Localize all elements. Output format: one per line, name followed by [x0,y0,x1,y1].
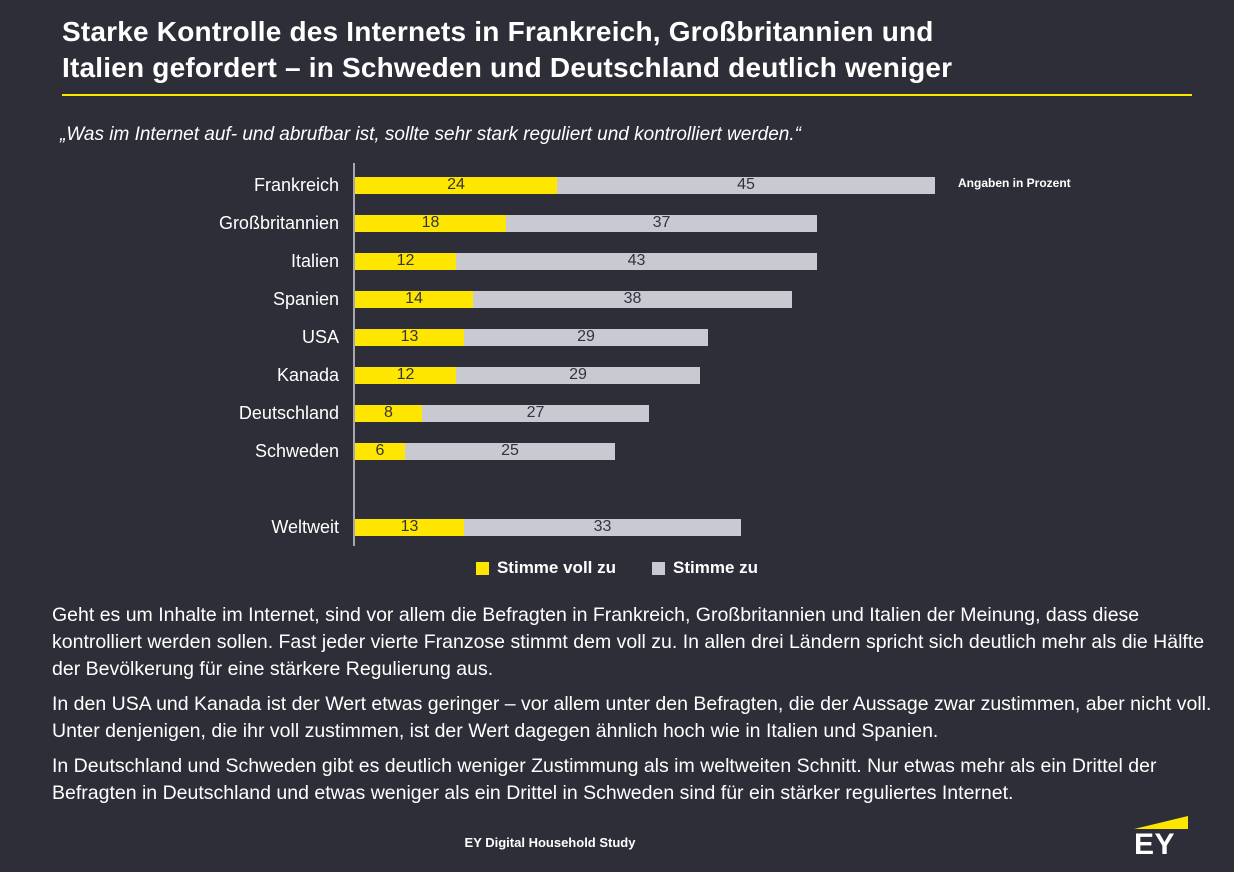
bar-value-label: 45 [737,176,755,194]
chart-row: Frankreich 24 45 [0,166,1234,204]
paragraph-2: In den USA und Kanada ist der Wert etwas… [52,693,1212,742]
page-title: Starke Kontrolle des Internets in Frankr… [62,14,1194,86]
bar-segment: 12 [355,366,456,384]
bar-segment: 29 [456,366,700,384]
slide: Starke Kontrolle des Internets in Frankr… [0,14,1234,872]
legend-item: Stimme zu [652,558,758,578]
bar-group: 18 37 [355,214,817,232]
bar-group: 6 25 [355,442,615,460]
bar-value-label: 37 [652,214,671,232]
bar-value-label: 8 [384,404,393,422]
bar-group: 13 33 [355,518,741,536]
bar-group: 24 45 [355,176,935,194]
paragraph-3: In Deutschland und Schweden gibt es deut… [52,755,1157,804]
bar-group: 8 27 [355,404,649,422]
bar-segment: 8 [355,404,422,422]
bar-value-label: 29 [569,366,587,384]
bar-group: 12 29 [355,366,700,384]
chart-row: Deutschland 8 27 [0,394,1234,432]
study-label: EY Digital Household Study [464,835,636,850]
bar-segment: 24 [355,176,557,194]
chart-row: Spanien 14 38 [0,280,1234,318]
paragraph-1: Geht es um Inhalte im Internet, sind vor… [52,604,1205,680]
chart-row: USA 13 29 [0,318,1234,356]
bar-segment: 12 [355,252,456,270]
chart-category-label: Großbritannien [218,212,339,233]
bar-group: 12 43 [355,252,817,270]
title-line-1: Starke Kontrolle des Internets in Frankr… [62,16,934,47]
bar-segment: 29 [464,328,708,346]
chart-category-label: USA [301,326,339,347]
chart-legend: Stimme voll zu Stimme zu [0,558,1234,578]
bar-value-label: 14 [405,290,423,308]
bar-value-label: 12 [396,366,415,384]
bar-segment: 43 [456,252,817,270]
chart-axis [353,163,355,546]
legend-label: Stimme zu [673,558,759,577]
bar-segment: 13 [355,518,464,536]
bar-segment: 37 [506,214,817,232]
bar-value-label: 25 [501,442,519,460]
chart-row: Italien 12 43 [0,242,1234,280]
bar-segment: 33 [464,518,741,536]
bar-value-label: 38 [623,290,642,308]
chart-category-label: Italien [290,250,339,271]
bar-segment: 25 [405,442,615,460]
ey-logo: EY [1134,816,1192,860]
chart-category-label: Frankreich [253,174,339,195]
bar-value-label: 13 [400,518,419,536]
chart-row: Schweden 6 25 [0,432,1234,470]
title-line-2: Italien gefordert – in Schweden und Deut… [62,52,953,83]
bar-segment: 45 [557,176,935,194]
bar-value-label: 18 [421,214,440,232]
chart-rows: Frankreich 24 45 Großbritannien 18 37 Italien 1… [0,163,1234,546]
bar-segment: 14 [355,290,473,308]
bar-group: 14 38 [355,290,792,308]
bar-value-label: 13 [400,328,419,346]
analysis-text: Geht es um Inhalte im Internet, sind vor… [52,602,1222,807]
bar-segment: 18 [355,214,506,232]
legend-swatch-yellow-icon [475,561,489,575]
chart-row: Kanada 12 29 [0,356,1234,394]
bar-segment: 27 [422,404,649,422]
chart-category-label: Kanada [276,364,339,385]
ey-logo-text: EY [1134,828,1176,861]
chart-category-label: Spanien [272,288,339,309]
chart-category-label: Deutschland [238,402,339,423]
bar-chart: Frankreich 24 45 Großbritannien 18 37 Italien 1… [0,163,1234,578]
bar-value-label: 29 [577,328,595,346]
bar-group: 13 29 [355,328,708,346]
chart-category-label: Schweden [254,440,339,461]
title-underline [62,94,1192,96]
legend-item: Stimme voll zu [475,558,616,578]
chart-row: Weltweit 13 33 [0,508,1234,546]
bar-segment: 38 [473,290,792,308]
legend-swatch-gray-icon [652,561,665,575]
legend-label: Stimme voll zu [496,558,616,577]
bar-value-label: 43 [627,252,646,270]
chart-category-label: Weltweit [271,516,339,537]
bar-segment: 13 [355,328,464,346]
bar-value-label: 6 [375,442,385,460]
bar-value-label: 12 [396,252,415,270]
chart-note: Angaben in Prozent [958,176,1071,190]
bar-value-label: 24 [447,176,465,194]
bar-segment: 6 [355,442,405,460]
chart-row: Großbritannien 18 37 [0,204,1234,242]
bar-value-label: 27 [526,404,545,422]
bar-value-label: 33 [593,518,612,536]
survey-question: „Was im Internet auf- und abrufbar ist, … [60,124,801,145]
